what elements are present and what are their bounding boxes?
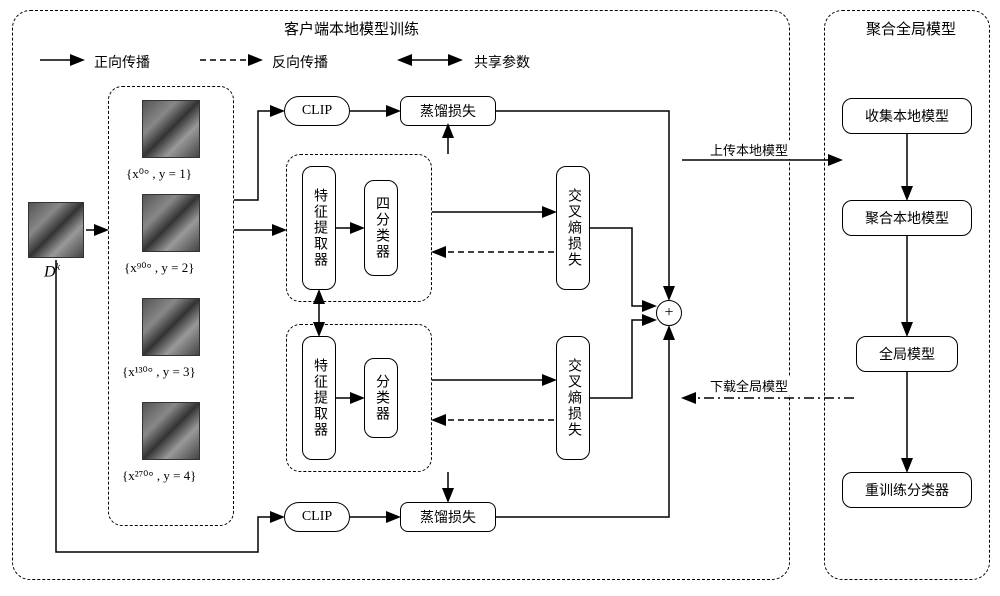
global-aggregate: 聚合本地模型 <box>842 200 972 236</box>
sample-thumb-3 <box>142 298 200 356</box>
sample-thumb-4 <box>142 402 200 460</box>
distill-bottom: 蒸馏损失 <box>400 502 496 532</box>
plus-node: + <box>656 300 682 326</box>
global-model: 全局模型 <box>856 336 958 372</box>
ce-loss-bottom: 交叉熵损失 <box>556 336 590 460</box>
feat-extractor-bottom: 特征提取器 <box>302 336 336 460</box>
download-label: 下载全局模型 <box>706 376 792 395</box>
sample-label-2: {x⁹⁰° , y = 2} <box>120 260 199 276</box>
clip-top: CLIP <box>284 96 350 126</box>
global-retrain: 重训练分类器 <box>842 472 972 508</box>
sample-label-4: {x²⁷⁰° , y = 4} <box>118 468 200 484</box>
client-title: 客户端本地模型训练 <box>280 18 423 39</box>
dataset-thumb <box>28 202 84 258</box>
legend-forward: 正向传播 <box>90 52 154 72</box>
legend-shared: 共享参数 <box>470 52 534 72</box>
classifier4: 四分类器 <box>364 180 398 276</box>
clip-bottom: CLIP <box>284 502 350 532</box>
upload-label: 上传本地模型 <box>706 140 792 159</box>
global-title: 聚合全局模型 <box>862 18 960 39</box>
feat-extractor-top: 特征提取器 <box>302 166 336 290</box>
ce-loss-top: 交叉熵损失 <box>556 166 590 290</box>
dataset-label: Dk <box>40 262 64 281</box>
global-collect: 收集本地模型 <box>842 98 972 134</box>
sample-thumb-1 <box>142 100 200 158</box>
sample-thumb-2 <box>142 194 200 252</box>
sample-label-3: {x¹³⁰° , y = 3} <box>118 364 200 380</box>
classifier: 分类器 <box>364 358 398 438</box>
sample-label-1: {x⁰° , y = 1} <box>122 166 196 182</box>
legend-backward: 反向传播 <box>268 52 332 72</box>
distill-top: 蒸馏损失 <box>400 96 496 126</box>
